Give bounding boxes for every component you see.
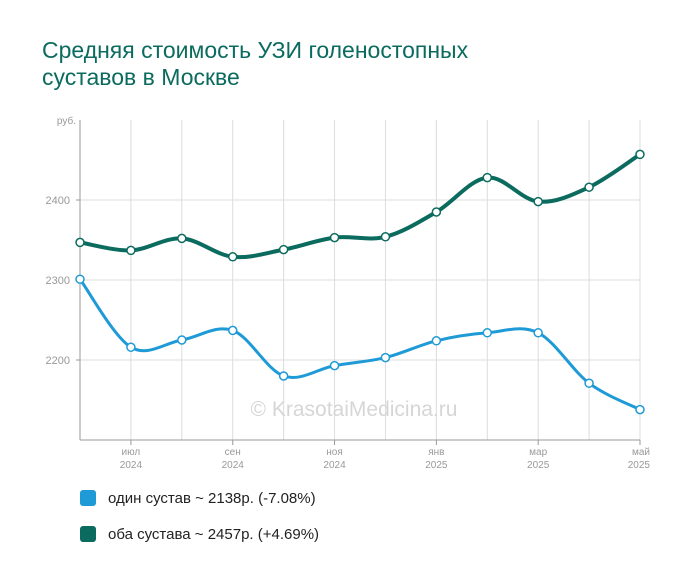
y-tick-label: 2200	[46, 355, 70, 367]
data-point-one-joint	[227, 325, 238, 336]
data-point-both-joints	[227, 252, 238, 262]
legend-swatch-both-joints	[80, 526, 96, 542]
data-point-one-joint	[126, 342, 136, 352]
data-point-one-joint	[482, 328, 493, 338]
legend-swatch-one-joint	[80, 490, 96, 506]
x-tick-label-month: май	[632, 447, 650, 458]
x-tick-label-year: 2025	[628, 460, 651, 471]
legend-label-both-joints: оба сустава ~ 2457р. (+4.69%)	[108, 525, 320, 543]
x-tick-label-month: мар	[529, 447, 547, 458]
data-point-both-joints	[635, 149, 645, 160]
chart-title: Средняя стоимость УЗИ голеностопных суст…	[42, 37, 662, 91]
data-point-both-joints	[584, 182, 594, 192]
data-point-one-joint	[431, 336, 442, 346]
legend: один сустав ~ 2138р. (-7.08%) оба сустав…	[80, 488, 319, 560]
axes: руб. 2200 2300 2400 июл 2024 сен 2024 ноя 2024 янв…	[46, 115, 651, 471]
data-point-one-joint	[278, 371, 289, 381]
legend-item-one-joint: один сустав ~ 2138р. (-7.08%)	[80, 488, 319, 508]
data-point-one-joint	[533, 328, 543, 338]
watermark: © KrasotaiMedicina.ru	[251, 398, 458, 421]
y-tick-label: 2400	[46, 195, 70, 207]
data-point-both-joints	[278, 244, 289, 255]
data-point-one-joint	[75, 274, 85, 284]
data-point-one-joint	[380, 352, 391, 363]
data-point-both-joints	[533, 196, 543, 207]
x-tick-label-year: 2025	[425, 460, 448, 471]
data-point-both-joints	[75, 237, 85, 248]
legend-label-one-joint: один сустав ~ 2138р. (-7.08%)	[108, 489, 316, 507]
chart-title-line-1: Средняя стоимость УЗИ голеностопных	[42, 37, 469, 63]
data-point-both-joints	[177, 233, 187, 244]
data-point-one-joint	[329, 360, 340, 371]
x-tick-label-month: сен	[225, 447, 241, 458]
data-point-both-joints	[482, 172, 493, 183]
x-tick-label-year: 2024	[323, 460, 346, 471]
data-point-both-joints	[126, 245, 136, 256]
grid	[80, 120, 641, 440]
x-tick-label-year: 2024	[222, 460, 245, 471]
data-point-one-joint	[635, 404, 645, 415]
series-line-one-joint	[78, 277, 642, 412]
data-point-both-joints	[329, 232, 340, 243]
data-point-one-joint	[584, 378, 594, 388]
series-lines	[78, 152, 642, 412]
x-tick-label-month: ноя	[326, 447, 343, 458]
chart-title-line-2: суставов в Москве	[42, 64, 240, 90]
y-axis-unit-label: руб.	[57, 115, 76, 127]
x-tick-label-month: июл	[122, 447, 141, 458]
series-line-both-joints	[78, 152, 642, 260]
x-tick-label-year: 2024	[120, 460, 143, 471]
data-points	[75, 149, 645, 415]
x-tick-label-month: янв	[428, 447, 444, 458]
data-point-both-joints	[431, 207, 442, 217]
data-point-one-joint	[177, 335, 187, 345]
x-tick-label-year: 2025	[527, 460, 550, 471]
data-point-both-joints	[380, 232, 391, 242]
y-tick-label: 2300	[46, 275, 70, 287]
legend-item-both-joints: оба сустава ~ 2457р. (+4.69%)	[80, 524, 319, 544]
